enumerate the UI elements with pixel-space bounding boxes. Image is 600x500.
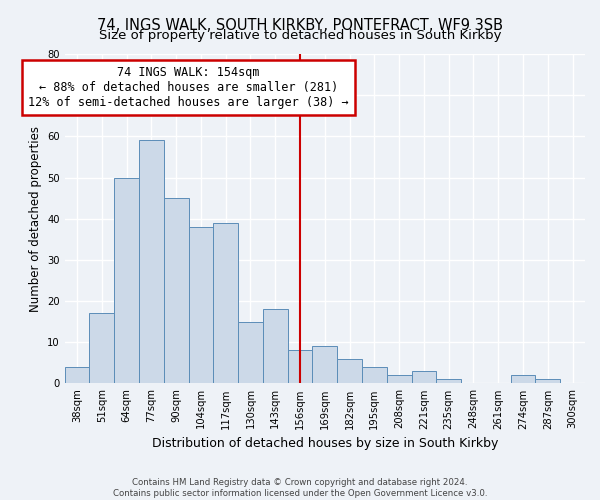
Text: Size of property relative to detached houses in South Kirkby: Size of property relative to detached ho… [99,29,501,42]
Bar [436,380,461,384]
Bar [65,367,89,384]
Bar [238,322,263,384]
Bar [139,140,164,384]
Bar [213,223,238,384]
Bar [89,314,114,384]
Text: 74 INGS WALK: 154sqm
← 88% of detached houses are smaller (281)
12% of semi-deta: 74 INGS WALK: 154sqm ← 88% of detached h… [28,66,349,110]
Text: Contains HM Land Registry data © Crown copyright and database right 2024.
Contai: Contains HM Land Registry data © Crown c… [113,478,487,498]
Bar [164,198,188,384]
Bar [412,371,436,384]
Bar [287,350,313,384]
Bar [535,380,560,384]
Bar [337,358,362,384]
Bar [511,375,535,384]
Bar [114,178,139,384]
Text: 74, INGS WALK, SOUTH KIRKBY, PONTEFRACT, WF9 3SB: 74, INGS WALK, SOUTH KIRKBY, PONTEFRACT,… [97,18,503,32]
X-axis label: Distribution of detached houses by size in South Kirkby: Distribution of detached houses by size … [152,437,498,450]
Bar [387,375,412,384]
Bar [263,310,287,384]
Y-axis label: Number of detached properties: Number of detached properties [29,126,41,312]
Bar [313,346,337,384]
Bar [188,227,213,384]
Bar [362,367,387,384]
